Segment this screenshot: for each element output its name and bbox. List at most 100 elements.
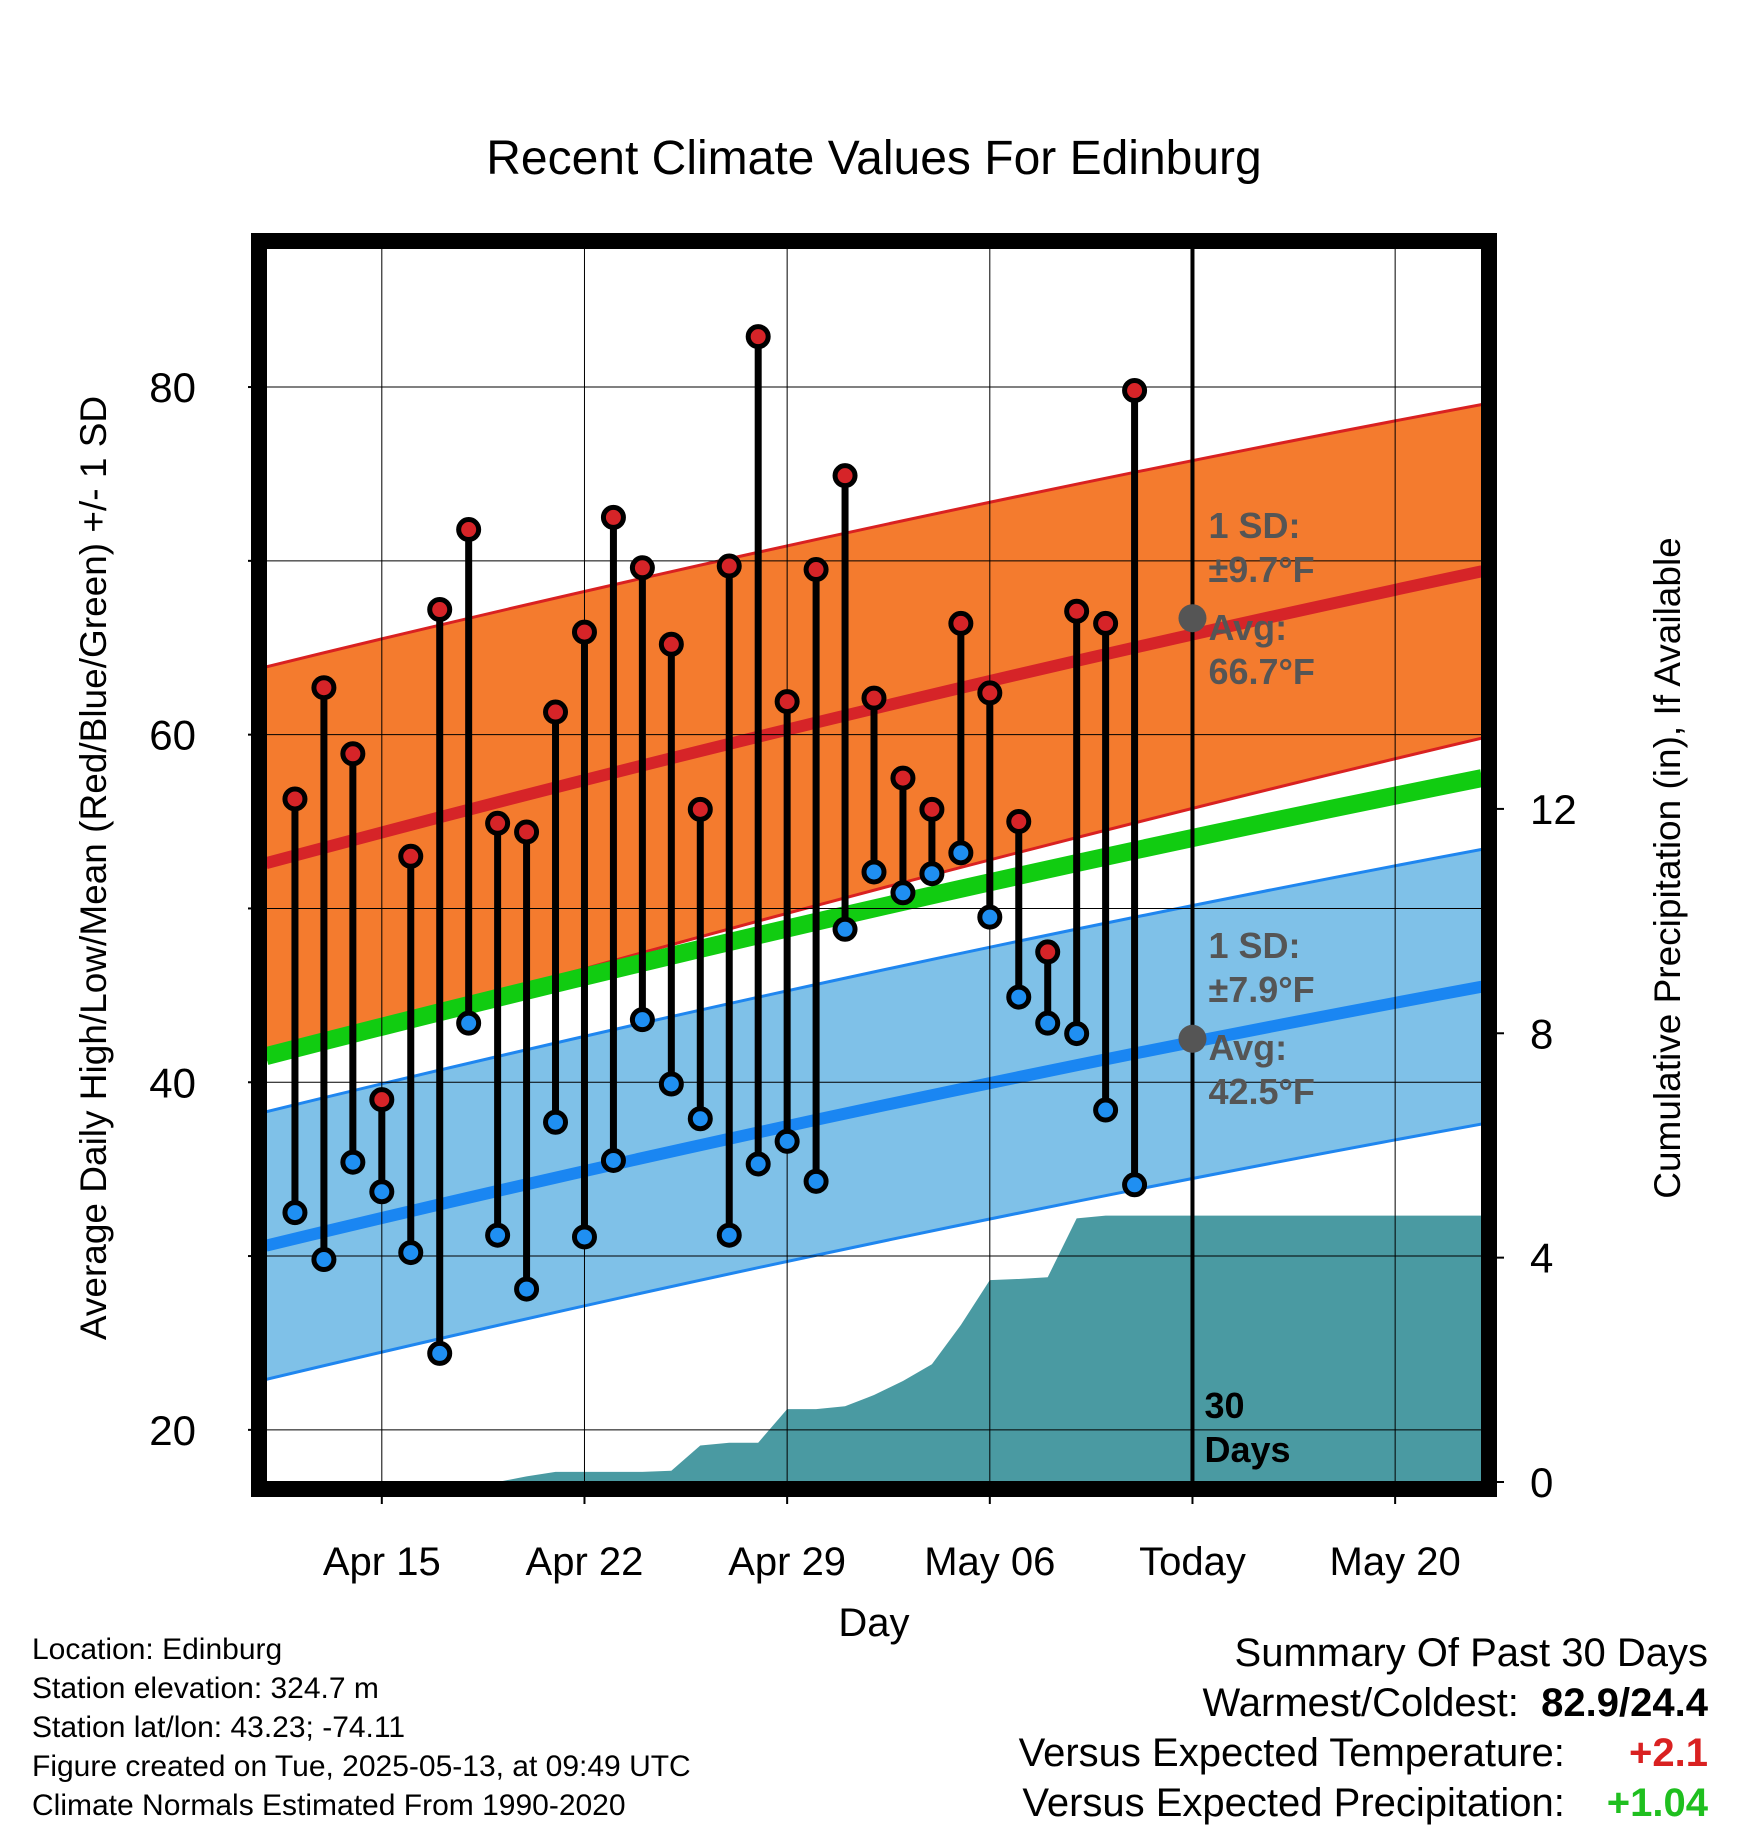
low-avg-value: 42.5°F (1208, 1071, 1314, 1112)
daily-low-dot (919, 861, 945, 887)
daily-high-dot (427, 597, 453, 623)
summary-panel: Summary Of Past 30 Days Warmest/Coldest:… (1019, 1628, 1708, 1828)
warm-cold-row: Warmest/Coldest: 82.9/24.4 (1019, 1678, 1709, 1728)
daily-high-dot (543, 699, 569, 725)
precip-row: Versus Expected Precipitation: +1.04 (1019, 1778, 1708, 1828)
high-avg-value: 66.7°F (1208, 651, 1314, 692)
daily-high-dot (774, 689, 800, 715)
y-right-tick-label: 4 (1530, 1235, 1553, 1282)
y-left-tick-label: 20 (149, 1407, 196, 1454)
daily-high-dot (1093, 610, 1119, 636)
daily-high-dot (571, 619, 597, 645)
temp-row: Versus Expected Temperature: +2.1 (1019, 1728, 1708, 1778)
x-tick-label: Apr 15 (323, 1540, 441, 1584)
created-text: Figure created on Tue, 2025-05-13, at 09… (32, 1750, 691, 1783)
daily-low-dot (716, 1222, 742, 1248)
chart-title: Recent Climate Values For Edinburg (486, 132, 1261, 185)
summary-title: Summary Of Past 30 Days (1234, 1631, 1708, 1675)
precip-area (266, 1215, 1482, 1482)
y-axis-right-label: Cumulative Precipitation (in), If Availa… (1647, 537, 1688, 1199)
low-sd-label: 1 SD: (1208, 925, 1300, 966)
daily-low-dot (282, 1200, 308, 1226)
latlon-text: Station lat/lon: 43.23; -74.11 (32, 1711, 406, 1744)
daily-high-dot (398, 843, 424, 869)
x-tick-label: Apr 29 (728, 1540, 846, 1584)
low-avg-label: Avg: (1208, 1027, 1287, 1068)
daily-low-dot (514, 1276, 540, 1302)
warm-cold-label: Warmest/Coldest: (1202, 1681, 1519, 1725)
daily-high-dot (1035, 939, 1061, 965)
daily-low-dot (340, 1149, 366, 1175)
daily-low-dot (543, 1109, 569, 1135)
daily-low-dot (890, 880, 916, 906)
daily-high-dot (716, 553, 742, 579)
y-left-tick-label: 80 (149, 364, 196, 411)
daily-low-dot (571, 1224, 597, 1250)
y-left-tick-label: 40 (149, 1059, 196, 1106)
daily-high-dot (282, 786, 308, 812)
daily-low-dot (629, 1007, 655, 1033)
y-right-tick-label: 8 (1530, 1010, 1553, 1057)
today-days-count: 30 (1204, 1385, 1244, 1426)
daily-low-dot (687, 1106, 713, 1132)
high-sd-value: ±9.7°F (1208, 549, 1314, 590)
low-sd-band-upper-edge (266, 847, 1482, 1114)
daily-low-dot (1064, 1021, 1090, 1047)
x-tick-label: Today (1139, 1540, 1246, 1584)
station-info: Location: Edinburg Station elevation: 32… (32, 1630, 691, 1825)
daily-high-dot (948, 610, 974, 636)
high-avg-marker (1178, 604, 1207, 633)
daily-low-dot (1035, 1010, 1061, 1036)
daily-low-dot (832, 916, 858, 942)
plot-frame (251, 233, 1497, 1497)
daily-high-dot (369, 1087, 395, 1113)
x-tick-label: May 06 (924, 1540, 1055, 1584)
daily-low-dot (1122, 1172, 1148, 1198)
daily-high-dot (1122, 378, 1148, 404)
precip-label: Versus Expected Precipitation: (1022, 1781, 1565, 1825)
daily-low-dot (456, 1010, 482, 1036)
daily-high-dot (687, 796, 713, 822)
daily-low-dot (369, 1179, 395, 1205)
daily-low-dot (311, 1247, 337, 1273)
low-sd-value: ±7.9°F (1208, 969, 1314, 1010)
y-right-tick-label: 0 (1530, 1459, 1553, 1506)
daily-high-dot (977, 680, 1003, 706)
daily-low-dot (803, 1168, 829, 1194)
daily-high-dot (514, 819, 540, 845)
temp-label: Versus Expected Temperature: (1018, 1731, 1565, 1775)
daily-high-dot (803, 557, 829, 583)
daily-high-dot (861, 685, 887, 711)
elevation-text: Station elevation: 324.7 m (32, 1672, 379, 1705)
high-sd-label: 1 SD: (1208, 505, 1300, 546)
precip-value: +1.04 (1606, 1781, 1708, 1825)
daily-low-dot (745, 1151, 771, 1177)
daily-high-dot (832, 463, 858, 489)
daily-low-dot (485, 1222, 511, 1248)
daily-low-dot (1006, 984, 1032, 1010)
x-tick-label: Apr 22 (526, 1540, 644, 1584)
daily-high-dot (658, 631, 684, 657)
daily-high-dot (1006, 809, 1032, 835)
warm-cold-value: 82.9/24.4 (1541, 1681, 1708, 1725)
x-axis-label: Day (838, 1601, 909, 1645)
daily-low-dot (398, 1240, 424, 1266)
daily-low-dot (1093, 1097, 1119, 1123)
location-text: Location: Edinburg (32, 1633, 283, 1666)
daily-low-dot (861, 859, 887, 885)
low-sd-band-fill (266, 849, 1482, 1380)
daily-low-dot (948, 840, 974, 866)
low-sd-band-lower-edge (266, 1122, 1482, 1381)
y-axis-left-label: Average Daily High/Low/Mean (Red/Blue/Gr… (73, 396, 114, 1340)
plot-area (266, 248, 1482, 1482)
daily-low-dot (427, 1340, 453, 1366)
daily-high-dot (1064, 598, 1090, 624)
today-days-label: Days (1204, 1429, 1290, 1470)
temp-value: +2.1 (1629, 1731, 1708, 1775)
daily-low-dot (600, 1147, 626, 1173)
y-left-tick-label: 60 (149, 712, 196, 759)
daily-high-dot (890, 765, 916, 791)
daily-low-dot (658, 1071, 684, 1097)
